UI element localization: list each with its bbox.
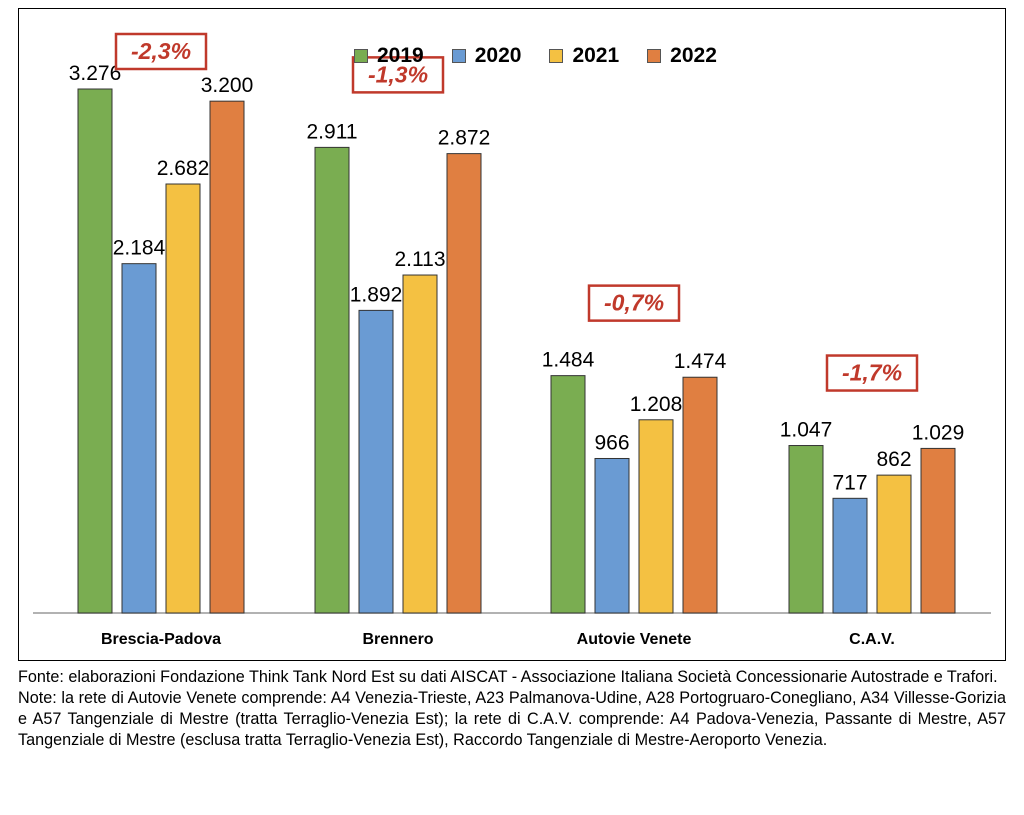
category-label-2: Autovie Venete bbox=[577, 631, 692, 648]
bar-2022-0 bbox=[209, 100, 245, 614]
data-label-2019-1: 2.911 bbox=[307, 120, 358, 143]
bar-2022-3 bbox=[920, 447, 956, 614]
bar-2021-1 bbox=[402, 274, 438, 614]
data-label-2022-1: 2.872 bbox=[438, 127, 491, 150]
bar-2019-2 bbox=[550, 375, 586, 614]
data-label-2022-3: 1.029 bbox=[912, 421, 965, 444]
chart-frame: 3.276 2.184 2.682 3.200 Brescia-Padova -2,3% 2… bbox=[18, 8, 1006, 661]
legend-swatch-2020 bbox=[451, 49, 466, 63]
change-label-2: -0,7% bbox=[604, 290, 664, 316]
data-label-2022-0: 3.200 bbox=[201, 74, 254, 97]
bar-2019-0 bbox=[77, 88, 113, 614]
data-label-2019-3: 1.047 bbox=[780, 419, 833, 442]
change-box-3 bbox=[825, 354, 919, 392]
data-label-2020-0: 2.184 bbox=[113, 237, 166, 260]
bar-2020-0 bbox=[121, 263, 157, 614]
legend-swatch-2019 bbox=[354, 49, 368, 63]
legend-label-2019: 2019 bbox=[377, 44, 424, 67]
bar-2022-1 bbox=[446, 153, 482, 614]
legend-label-2021: 2021 bbox=[572, 44, 620, 67]
change-label-3: -1,7% bbox=[842, 360, 902, 386]
bar-2020-1 bbox=[358, 309, 394, 614]
category-label-0: Brescia-Padova bbox=[101, 631, 221, 648]
data-label-2021-0: 2.682 bbox=[157, 157, 210, 180]
data-label-2021-2: 1.208 bbox=[630, 393, 683, 416]
network-note: Note: la rete di Autovie Venete comprend… bbox=[18, 689, 1006, 749]
bar-2020-2 bbox=[594, 457, 630, 614]
data-label-2021-1: 2.113 bbox=[395, 248, 446, 271]
legend-label-2022: 2022 bbox=[670, 44, 717, 67]
category-label-3: C.A.V. bbox=[849, 631, 895, 648]
data-label-2019-2: 1.484 bbox=[542, 349, 595, 372]
bar-2021-3 bbox=[876, 474, 912, 614]
bar-2021-0 bbox=[165, 183, 201, 614]
bar-2022-2 bbox=[682, 376, 718, 614]
data-label-2019-0: 3.276 bbox=[69, 62, 122, 85]
change-box-1 bbox=[351, 56, 445, 94]
data-label-2022-2: 1.474 bbox=[674, 350, 727, 373]
legend-item-2019: 2019 bbox=[354, 44, 424, 68]
bar-2020-3 bbox=[832, 497, 868, 614]
legend-swatch-2021 bbox=[549, 49, 564, 63]
bar-chart: 3.276 2.184 2.682 3.200 Brescia-Padova -2,3% 2… bbox=[33, 32, 991, 648]
legend: 2019 2020 2021 2022 bbox=[354, 44, 717, 68]
data-label-2020-2: 966 bbox=[594, 431, 629, 454]
legend-item-2022: 2022 bbox=[647, 44, 717, 68]
bar-2019-3 bbox=[788, 445, 824, 614]
change-box-2 bbox=[587, 284, 681, 322]
legend-item-2020: 2020 bbox=[451, 44, 522, 68]
source-note: Fonte: elaborazioni Fondazione Think Tan… bbox=[18, 668, 998, 686]
bar-2019-1 bbox=[314, 146, 350, 614]
change-label-1: -1,3% bbox=[368, 61, 428, 87]
legend-item-2021: 2021 bbox=[549, 44, 619, 68]
category-label-1: Brennero bbox=[362, 631, 433, 648]
bar-2021-2 bbox=[638, 419, 674, 614]
chart-notes: Fonte: elaborazioni Fondazione Think Tan… bbox=[18, 667, 1006, 751]
data-label-2020-3: 717 bbox=[832, 471, 867, 494]
data-label-2021-3: 862 bbox=[876, 448, 911, 471]
legend-label-2020: 2020 bbox=[474, 44, 522, 67]
data-label-2020-1: 1.892 bbox=[350, 283, 403, 306]
change-label-0: -2,3% bbox=[131, 38, 191, 64]
legend-swatch-2022 bbox=[647, 49, 662, 63]
change-box-0 bbox=[114, 32, 208, 71]
